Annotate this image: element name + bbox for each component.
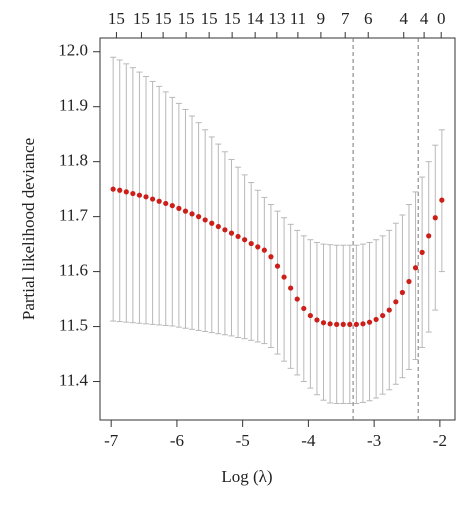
point [182,208,189,214]
y-tick-label: 11.6 [59,261,88,280]
y-tick-label: 11.4 [59,370,89,389]
point [327,321,333,327]
y-tick-label: 11.5 [59,315,88,334]
point [130,190,136,197]
top-tick-label: 15 [224,9,241,28]
point [123,189,129,195]
point [281,274,287,280]
point [307,312,313,319]
top-tick-label: 15 [108,9,125,28]
y-tick-label: 11.9 [59,96,88,115]
top-tick-label: 4 [399,9,408,28]
point [215,223,221,230]
point [143,194,149,200]
point [412,265,419,271]
point [360,321,366,327]
point [163,200,169,207]
point [248,240,254,247]
point [228,230,235,236]
x-axis-label: Log (λ) [221,467,272,486]
top-tick-label: 9 [317,9,326,28]
top-tick-label: 11 [290,9,306,28]
point [202,217,208,223]
point [380,312,386,319]
top-tick-label: 15 [178,9,195,28]
point [366,319,373,325]
point [301,305,307,312]
plot-frame [99,37,456,421]
x-tick-label: -4 [301,431,316,450]
top-tick-label: 13 [268,9,285,28]
point [222,227,228,233]
top-tick-label: 15 [155,9,172,28]
point [399,289,406,296]
y-tick-label: 12.0 [58,41,88,60]
point [189,211,195,217]
point [294,296,300,302]
point [439,197,445,203]
point [406,278,412,285]
point [340,321,346,327]
point [176,205,182,211]
point [393,299,399,305]
point [209,220,215,226]
point [156,198,162,204]
point [419,249,425,255]
point [353,321,359,327]
point [169,203,175,209]
point [261,247,267,253]
x-tick-label: -6 [170,431,184,450]
point [347,321,353,327]
top-tick-label: 14 [247,9,265,28]
top-tick-label: 15 [201,9,218,28]
x-tick-label: -7 [104,431,119,450]
y-axis-label: Partial likelihood deviance [19,138,38,320]
point [320,320,327,326]
top-tick-label: 4 [420,9,429,28]
point [242,237,248,243]
point [314,317,320,323]
point [373,316,379,323]
point [255,244,261,250]
point [386,307,392,313]
y-tick-label: 11.8 [59,151,88,170]
point [274,263,281,269]
point [196,214,202,220]
top-tick-label: 15 [133,9,150,28]
point [149,196,156,202]
x-tick-label: -5 [236,431,250,450]
x-tick-label: -2 [433,431,447,450]
x-tick-label: -3 [367,431,381,450]
point [110,186,116,192]
point [117,187,123,193]
point [268,254,274,260]
top-tick-label: 7 [341,9,350,28]
y-tick-label: 11.7 [59,206,89,225]
top-tick-label: 6 [364,9,373,28]
top-tick-label: 0 [437,9,446,28]
point [334,321,340,327]
point [136,192,143,198]
point [426,233,432,239]
point [432,215,438,221]
point [288,285,294,291]
point [235,233,241,240]
